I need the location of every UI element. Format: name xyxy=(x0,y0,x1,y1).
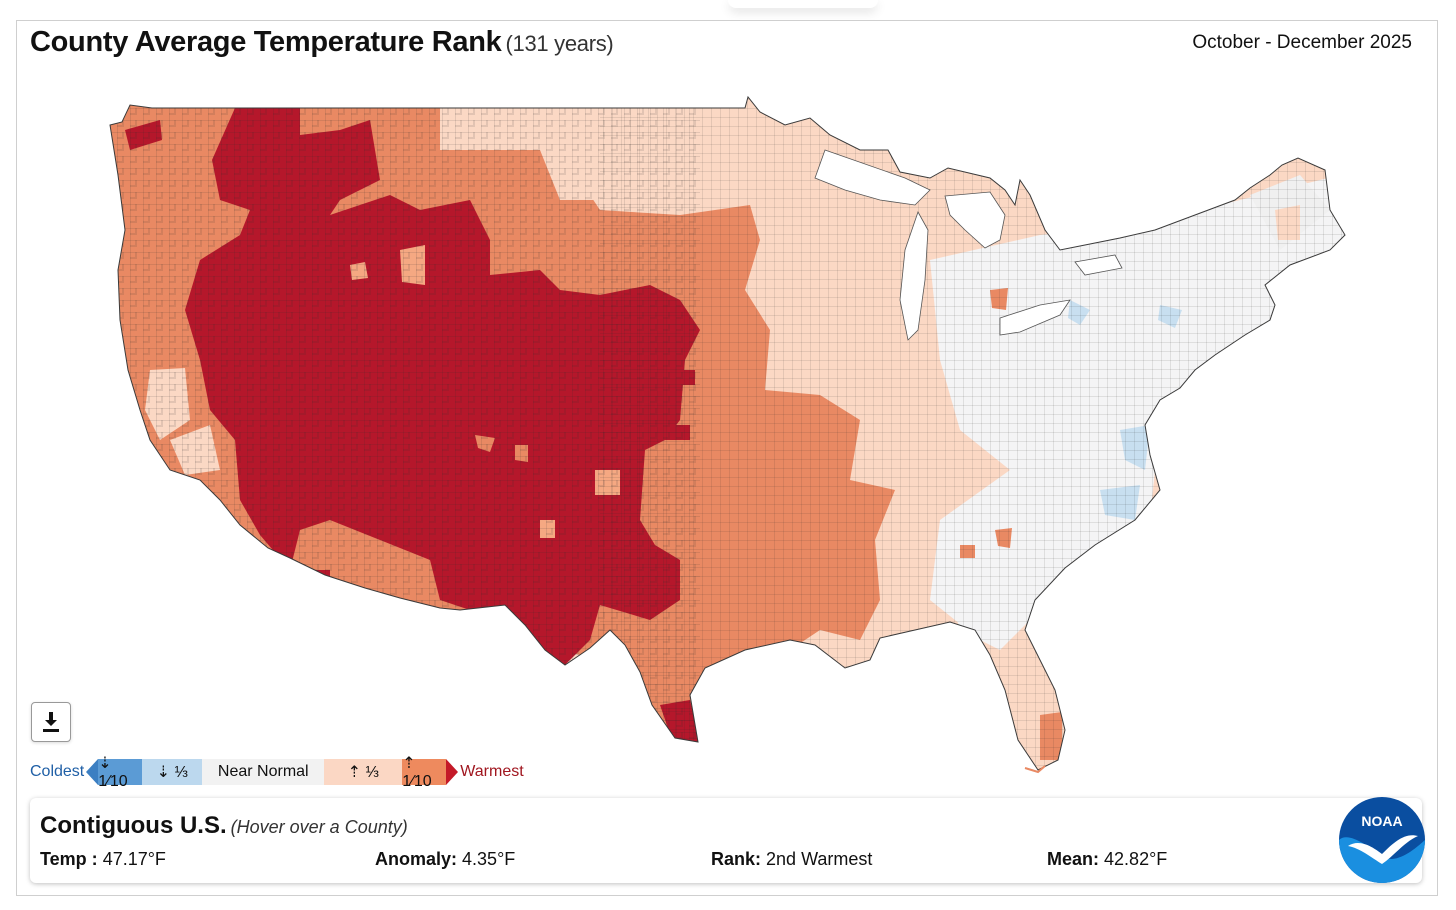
legend-coldest-tenth: ⇣ 1⁄10 xyxy=(98,755,143,790)
legend-near-normal: Near Normal xyxy=(202,759,325,785)
noaa-logo[interactable]: NOAA xyxy=(1338,796,1426,884)
lake-superior xyxy=(814,149,931,206)
download-button[interactable] xyxy=(31,702,71,742)
hover-hint: (Hover over a County) xyxy=(230,817,408,837)
legend-coldest-label: Coldest xyxy=(30,763,85,780)
legend-warmest-tenth: ⇡ 1⁄10 xyxy=(402,755,447,790)
mean-stat: Mean: 42.82°F xyxy=(1047,849,1168,869)
lake-erie xyxy=(999,299,1071,336)
region-name: Contiguous U.S. (Hover over a County) xyxy=(40,812,408,839)
mean-value: 42.82°F xyxy=(1104,849,1168,869)
info-panel: Contiguous U.S. (Hover over a County) Tem… xyxy=(30,798,1422,883)
map-subtitle: (131 years) xyxy=(505,31,614,56)
temp-stat: Temp : 47.17°F xyxy=(40,849,166,869)
anomaly-stat: Anomaly: 4.35°F xyxy=(375,849,516,869)
lake-huron xyxy=(944,191,1006,249)
download-icon xyxy=(43,712,59,732)
rank-value: 2nd Warmest xyxy=(766,849,873,869)
county-fill-layer xyxy=(110,97,1345,770)
legend: Coldest ⇣ 1⁄10 ⇣ ⅓ Near Normal ⇡ ⅓ ⇡ 1⁄1… xyxy=(30,755,524,790)
lake-michigan xyxy=(899,211,929,341)
time-period: October - December 2025 xyxy=(1192,32,1412,53)
anomaly-value: 4.35°F xyxy=(462,849,516,869)
legend-cold-arrow xyxy=(86,759,99,785)
florida-keys xyxy=(1024,765,1046,774)
legend-warmest-third: ⇡ ⅓ xyxy=(324,759,403,785)
legend-warm-arrow xyxy=(446,759,459,785)
legend-warmest-label: Warmest xyxy=(460,763,524,780)
legend-coldest-third: ⇣ ⅓ xyxy=(142,759,203,785)
map-title: County Average Temperature Rank (131 year… xyxy=(30,26,614,58)
lake-ontario xyxy=(1074,254,1123,276)
temp-value: 47.17°F xyxy=(102,849,166,869)
rank-stat: Rank: 2nd Warmest xyxy=(711,849,873,869)
noaa-logo-text: NOAA xyxy=(1361,813,1402,829)
